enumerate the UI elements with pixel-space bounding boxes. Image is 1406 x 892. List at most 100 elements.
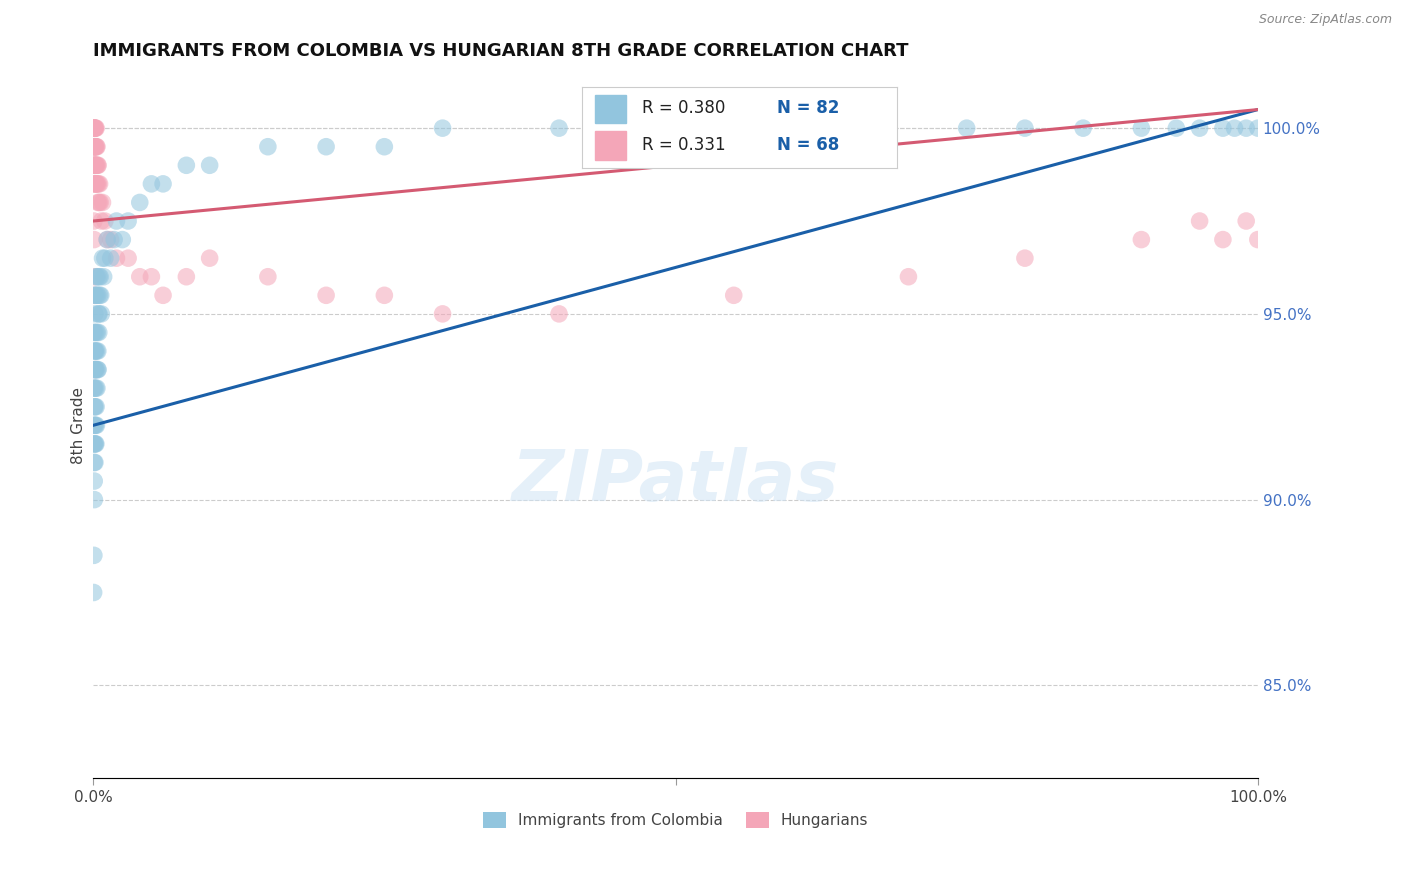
Point — [87, 307, 110, 321]
Point — [84, 139, 107, 153]
Point — [84, 158, 107, 172]
Point — [91, 251, 114, 265]
Point — [89, 177, 111, 191]
Point — [152, 288, 174, 302]
Point — [103, 233, 125, 247]
Point — [84, 362, 107, 376]
Point — [1130, 121, 1153, 136]
Point — [83, 381, 105, 395]
Point — [83, 549, 105, 563]
Point — [84, 400, 107, 414]
Point — [83, 139, 105, 153]
Point — [141, 177, 163, 191]
Point — [83, 121, 105, 136]
Point — [84, 418, 107, 433]
Point — [84, 177, 107, 191]
Point — [87, 307, 110, 321]
Point — [84, 158, 107, 172]
Point — [373, 288, 395, 302]
Point — [86, 288, 108, 302]
Point — [94, 251, 117, 265]
Point — [96, 233, 118, 247]
Point — [83, 585, 105, 599]
Point — [257, 139, 280, 153]
Point — [83, 288, 105, 302]
Point — [83, 326, 105, 340]
Point — [84, 307, 107, 321]
Point — [86, 344, 108, 359]
Point — [83, 158, 105, 172]
Point — [83, 381, 105, 395]
Point — [84, 158, 107, 172]
Point — [1234, 214, 1257, 228]
Point — [90, 307, 112, 321]
Point — [315, 139, 337, 153]
Point — [83, 158, 105, 172]
Point — [84, 177, 107, 191]
Point — [83, 474, 105, 488]
Point — [83, 269, 105, 284]
Y-axis label: 8th Grade: 8th Grade — [72, 387, 86, 464]
Point — [83, 121, 105, 136]
Point — [1223, 121, 1246, 136]
Point — [84, 344, 107, 359]
Point — [83, 158, 105, 172]
Point — [86, 139, 108, 153]
Point — [83, 121, 105, 136]
Point — [1212, 233, 1234, 247]
Point — [83, 233, 105, 247]
Point — [315, 288, 337, 302]
Point — [89, 288, 111, 302]
Point — [87, 326, 110, 340]
Point — [84, 139, 107, 153]
Point — [90, 214, 112, 228]
Point — [83, 418, 105, 433]
Point — [86, 326, 108, 340]
Point — [86, 158, 108, 172]
Text: ZIPatlas: ZIPatlas — [512, 447, 839, 516]
Point — [86, 177, 108, 191]
Point — [128, 269, 150, 284]
Point — [84, 269, 107, 284]
Point — [1188, 214, 1211, 228]
Point — [87, 195, 110, 210]
Point — [87, 158, 110, 172]
Point — [1212, 121, 1234, 136]
Point — [1234, 121, 1257, 136]
Point — [548, 121, 571, 136]
Point — [176, 158, 198, 172]
Point — [956, 121, 979, 136]
Point — [84, 121, 107, 136]
Point — [152, 177, 174, 191]
Point — [84, 326, 107, 340]
Point — [87, 269, 110, 284]
Point — [87, 288, 110, 302]
Point — [84, 362, 107, 376]
Point — [87, 195, 110, 210]
Point — [83, 158, 105, 172]
Point — [83, 326, 105, 340]
Point — [1071, 121, 1094, 136]
Point — [83, 214, 105, 228]
Point — [89, 195, 111, 210]
Point — [86, 139, 108, 153]
Point — [86, 269, 108, 284]
Point — [83, 437, 105, 451]
Point — [117, 251, 139, 265]
Point — [1247, 233, 1270, 247]
Point — [83, 177, 105, 191]
Point — [1014, 121, 1036, 136]
Point — [105, 251, 128, 265]
Point — [84, 121, 107, 136]
Point — [83, 139, 105, 153]
Point — [84, 381, 107, 395]
Point — [83, 492, 105, 507]
Point — [87, 344, 110, 359]
Point — [83, 121, 105, 136]
Legend: Immigrants from Colombia, Hungarians: Immigrants from Colombia, Hungarians — [477, 805, 875, 834]
Point — [90, 288, 112, 302]
Point — [86, 362, 108, 376]
Point — [83, 344, 105, 359]
Point — [432, 307, 454, 321]
Point — [257, 269, 280, 284]
